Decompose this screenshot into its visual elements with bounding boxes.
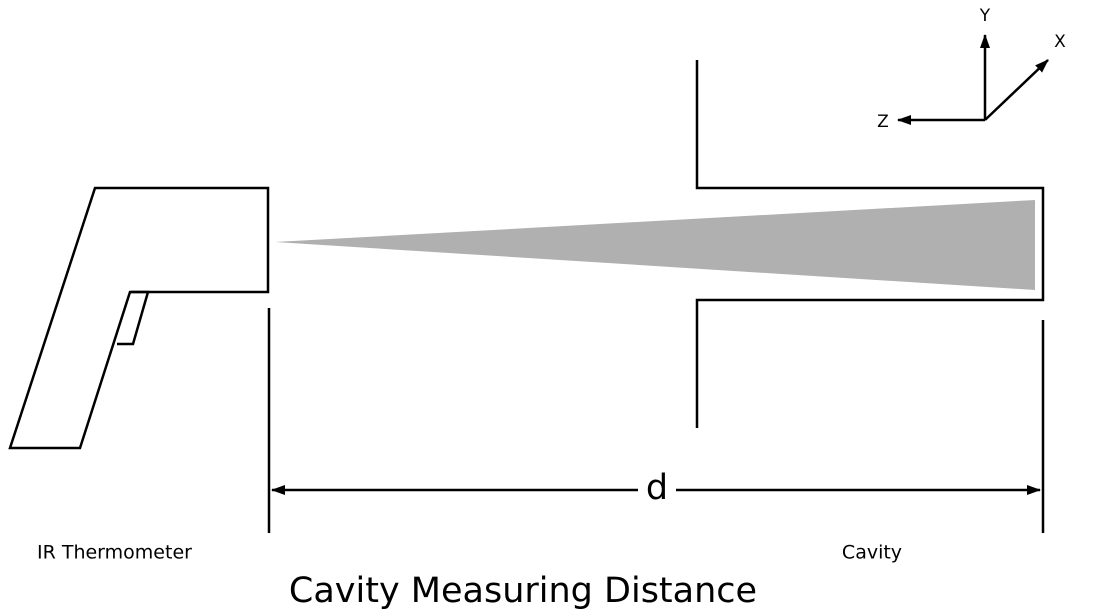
distance-label: d bbox=[646, 468, 668, 508]
trigger bbox=[117, 290, 150, 346]
cone bbox=[275, 200, 1035, 290]
axis-label: Z bbox=[877, 112, 889, 132]
axis-label: Y bbox=[979, 6, 991, 26]
axis-label: X bbox=[1054, 32, 1066, 52]
axis-x bbox=[984, 59, 1049, 121]
title: Cavity Measuring Distance bbox=[289, 571, 757, 611]
cavity-upper bbox=[695, 60, 1045, 428]
thermometer-label: IR Thermometer bbox=[37, 542, 192, 564]
thermometer bbox=[8, 186, 270, 450]
cavity-label: Cavity bbox=[842, 542, 902, 564]
